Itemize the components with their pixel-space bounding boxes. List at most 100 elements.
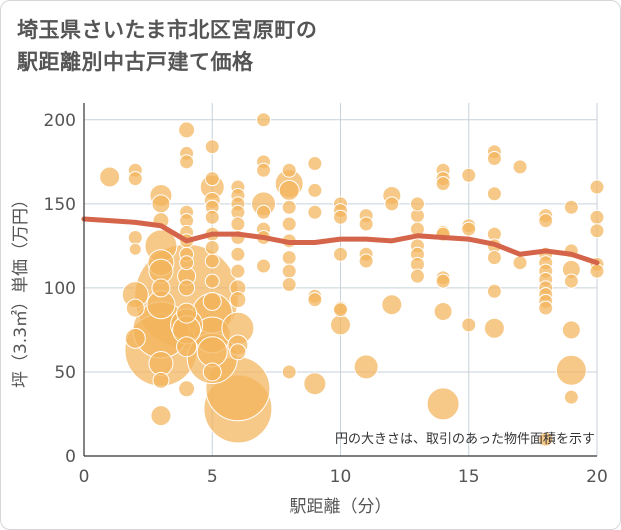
x-tick-label: 5 bbox=[207, 467, 218, 487]
data-bubble bbox=[307, 204, 323, 220]
data-bubble bbox=[124, 327, 146, 349]
data-bubble bbox=[307, 156, 323, 172]
data-bubble bbox=[561, 320, 581, 340]
data-bubble bbox=[204, 240, 220, 256]
data-bubble bbox=[151, 278, 171, 298]
data-bubble bbox=[589, 209, 605, 225]
data-bubble bbox=[589, 223, 605, 239]
data-bubble bbox=[538, 431, 554, 447]
data-bubble bbox=[486, 283, 502, 299]
data-bubble bbox=[563, 389, 579, 405]
data-bubble bbox=[196, 336, 228, 368]
chart-title-line-1: 埼玉県さいたま市北区宮原町の bbox=[17, 18, 318, 42]
data-bubble bbox=[230, 263, 246, 279]
data-bubble bbox=[435, 273, 451, 289]
data-bubble bbox=[381, 294, 403, 316]
data-bubble bbox=[151, 194, 171, 214]
y-axis-title: 坪（3.3㎡）単価（万円） bbox=[11, 191, 31, 388]
data-bubble bbox=[303, 372, 327, 396]
data-bubble bbox=[204, 209, 220, 225]
y-tick-label: 150 bbox=[44, 195, 76, 215]
data-bubble bbox=[179, 255, 195, 271]
data-bubble bbox=[179, 154, 195, 170]
data-bubble bbox=[256, 204, 272, 220]
data-bubble bbox=[486, 150, 502, 166]
data-bubble bbox=[409, 268, 425, 284]
data-bubble bbox=[204, 139, 220, 155]
data-bubble bbox=[333, 246, 348, 262]
data-bubble bbox=[483, 317, 505, 339]
x-tick-label: 15 bbox=[458, 467, 480, 487]
data-bubble bbox=[256, 162, 272, 178]
x-tick-label: 20 bbox=[586, 467, 608, 487]
data-bubble bbox=[204, 273, 220, 289]
data-bubble bbox=[128, 242, 142, 256]
data-bubble bbox=[281, 263, 297, 279]
data-bubble bbox=[589, 179, 605, 195]
data-bubble bbox=[150, 405, 172, 427]
trend-line bbox=[81, 216, 600, 266]
data-bubble bbox=[433, 301, 453, 321]
trend-layer bbox=[81, 216, 600, 266]
data-bubble bbox=[307, 292, 323, 308]
data-bubble bbox=[512, 159, 528, 175]
data-bubble bbox=[127, 171, 143, 187]
data-bubble bbox=[589, 263, 605, 279]
data-bubble bbox=[229, 291, 247, 309]
x-tick-label: 0 bbox=[79, 467, 90, 487]
data-bubble bbox=[256, 258, 272, 274]
data-bubble bbox=[333, 302, 348, 318]
data-bubble bbox=[229, 343, 247, 361]
data-bubble bbox=[307, 182, 323, 198]
y-tick-label: 0 bbox=[65, 447, 76, 467]
data-bubble bbox=[384, 196, 400, 212]
chart-title-line-2: 駅距離別中古戸建て価格 bbox=[17, 50, 254, 74]
data-bubble bbox=[333, 209, 348, 225]
data-bubble bbox=[281, 162, 297, 178]
data-bubble bbox=[176, 336, 198, 358]
y-tick-label: 50 bbox=[54, 363, 76, 383]
data-bubble bbox=[204, 253, 220, 269]
data-bubble bbox=[563, 273, 579, 289]
y-tick-label: 200 bbox=[44, 111, 76, 131]
data-bubble bbox=[461, 317, 477, 333]
x-tick-label: 10 bbox=[330, 467, 352, 487]
axes bbox=[83, 103, 597, 457]
data-bubble bbox=[426, 387, 460, 421]
data-bubble bbox=[486, 250, 502, 266]
data-bubble bbox=[358, 216, 374, 232]
data-bubble bbox=[202, 291, 222, 311]
data-bubble bbox=[358, 253, 374, 269]
data-bubble bbox=[127, 229, 143, 245]
data-bubble bbox=[152, 371, 170, 389]
y-tick-label: 100 bbox=[44, 279, 76, 299]
data-bubble bbox=[486, 186, 502, 202]
data-bubble bbox=[178, 380, 196, 398]
data-bubble bbox=[330, 314, 351, 336]
bubble-layer bbox=[99, 112, 605, 447]
data-bubble bbox=[278, 179, 300, 201]
data-bubble bbox=[178, 121, 196, 139]
data-bubble bbox=[461, 167, 477, 183]
data-bubble bbox=[538, 213, 554, 229]
data-bubble bbox=[538, 300, 554, 316]
data-bubble bbox=[281, 364, 297, 380]
data-bubble bbox=[256, 112, 272, 128]
data-bubble bbox=[512, 255, 528, 271]
data-bubble bbox=[555, 354, 587, 386]
data-bubble bbox=[409, 196, 425, 212]
data-bubble bbox=[435, 176, 451, 192]
data-bubble bbox=[125, 298, 145, 318]
data-bubble bbox=[281, 216, 297, 232]
data-bubble bbox=[230, 246, 246, 262]
data-bubble bbox=[178, 279, 196, 297]
data-bubble bbox=[230, 216, 246, 232]
data-bubble bbox=[281, 199, 297, 215]
size-annotation: 円の大きさは、取引のあった物件面積を示す bbox=[335, 432, 595, 447]
data-bubble bbox=[353, 354, 379, 380]
data-bubble bbox=[563, 199, 579, 215]
x-axis-title: 駅距離（分） bbox=[290, 497, 392, 517]
data-bubble bbox=[281, 250, 297, 266]
